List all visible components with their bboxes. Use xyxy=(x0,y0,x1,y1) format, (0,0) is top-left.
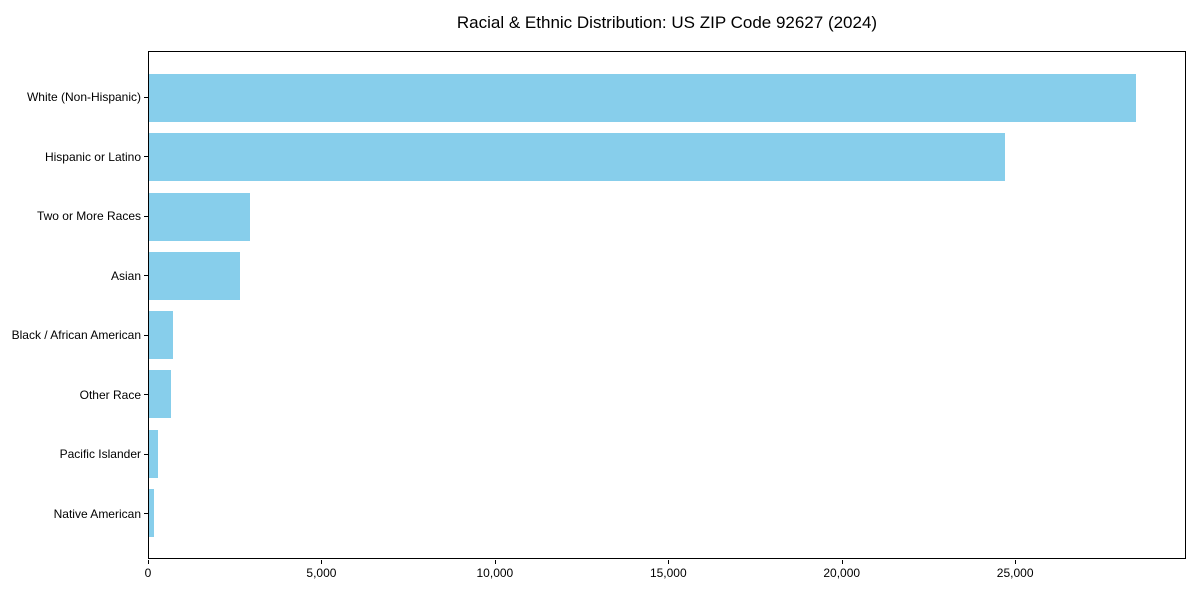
bar xyxy=(149,251,241,300)
x-tick-label: 10,000 xyxy=(476,566,514,580)
bar xyxy=(149,429,158,478)
y-tick-mark xyxy=(144,334,148,336)
bar-row xyxy=(149,133,1185,182)
y-tick-mark xyxy=(144,513,148,515)
chart-title: Racial & Ethnic Distribution: US ZIP Cod… xyxy=(456,13,878,32)
bar xyxy=(149,370,171,419)
x-tick-mark xyxy=(841,560,843,564)
bar xyxy=(149,133,1006,182)
y-tick-label: Native American xyxy=(53,506,141,521)
bar xyxy=(149,74,1136,122)
x-tick-mark xyxy=(494,560,496,564)
y-axis-ticks xyxy=(144,51,148,559)
y-tick-row xyxy=(144,371,148,419)
y-tick-row xyxy=(144,252,148,300)
bar-row xyxy=(149,429,1185,478)
x-axis: 0 5,000 10,000 15,000 20,000 25,000 xyxy=(144,560,1186,590)
x-tick-label: 0 xyxy=(144,566,152,580)
x-tick-label: 25,000 xyxy=(996,566,1034,580)
bar-row xyxy=(149,74,1185,122)
bar-row xyxy=(149,488,1185,537)
y-tick-label: White (Non-Hispanic) xyxy=(26,90,141,104)
bar xyxy=(149,488,154,537)
y-tick-mark xyxy=(144,394,148,396)
y-tick-row xyxy=(144,192,148,240)
y-tick-row xyxy=(144,430,148,478)
y-tick-label: Pacific Islander xyxy=(59,447,141,462)
y-tick-row xyxy=(144,311,148,359)
x-tick-mark xyxy=(321,560,323,564)
y-tick-mark xyxy=(144,453,148,455)
bars-container xyxy=(149,52,1185,558)
y-tick-mark xyxy=(144,156,148,158)
y-tick-label: Asian xyxy=(110,268,141,283)
x-tick-label: 5,000 xyxy=(306,566,337,580)
y-axis-labels: White (Non-Hispanic) Hispanic or Latino Tw… xyxy=(0,51,141,559)
y-tick-label: Other Race xyxy=(79,387,141,402)
x-tick-label: 15,000 xyxy=(649,566,687,580)
y-tick-mark xyxy=(144,96,148,98)
y-tick-label: Black / African American xyxy=(11,328,141,343)
y-tick-mark xyxy=(144,215,148,217)
y-tick-label: Two or More Races xyxy=(36,209,141,224)
y-tick-label: Hispanic or Latino xyxy=(44,149,141,164)
bar-row xyxy=(149,311,1185,360)
y-tick-row xyxy=(144,73,148,121)
y-tick-mark xyxy=(144,275,148,277)
bar xyxy=(149,192,251,241)
bar-row xyxy=(149,192,1185,241)
bar xyxy=(149,311,174,360)
x-tick-mark xyxy=(1015,560,1017,564)
plot-area xyxy=(148,51,1186,559)
y-tick-row xyxy=(144,490,148,538)
x-tick-mark xyxy=(668,560,670,564)
x-tick-mark xyxy=(148,560,149,564)
y-tick-row xyxy=(144,133,148,181)
bar-row xyxy=(149,370,1185,419)
bar-row xyxy=(149,251,1185,300)
x-tick-label: 20,000 xyxy=(823,566,861,580)
